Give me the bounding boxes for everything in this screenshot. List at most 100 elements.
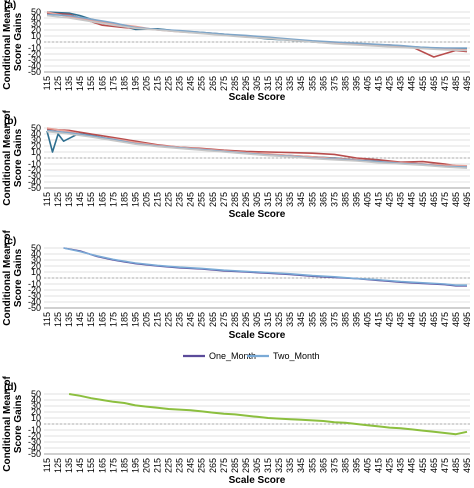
x-tick-label: 235 [175,458,185,473]
x-tick-label: 185 [119,458,129,473]
y-tick-label: 10 [31,267,41,277]
y-tick-label: 40 [31,129,41,139]
x-tick-label: 175 [108,76,118,91]
x-tick-label: 285 [230,192,240,207]
y-tick-label: 40 [31,249,41,259]
x-tick-label: 155 [86,192,96,207]
x-tick-label: 465 [429,76,439,91]
x-tick-label: 455 [418,458,428,473]
x-tick-label: 335 [285,312,295,327]
x-tick-label: 255 [197,76,207,91]
x-tick-label: 385 [340,76,350,91]
x-tick-label: 195 [130,458,140,473]
series-line-2 [46,12,468,58]
x-tick-label: 415 [374,192,384,207]
y-tick-label: -20 [28,49,41,59]
x-axis-title: Scale Score [229,330,286,341]
x-tick-label: 375 [329,192,339,207]
x-tick-label: 205 [141,76,151,91]
x-tick-label: 435 [396,192,406,207]
x-tick-label: 455 [418,312,428,327]
y-tick-label: -40 [28,297,41,307]
y-tick-label: -40 [28,177,41,187]
x-tick-label: 305 [252,192,262,207]
x-tick-label: 355 [307,192,317,207]
x-tick-label: 165 [97,458,107,473]
y-tick-label: 0 [36,419,41,429]
x-tick-label: 385 [340,192,350,207]
x-tick-label: 465 [429,312,439,327]
x-tick-label: 145 [75,76,85,91]
x-tick-label: 365 [318,458,328,473]
x-tick-label: 295 [241,76,251,91]
x-tick-label: 495 [462,458,472,473]
x-tick-label: 135 [64,192,74,207]
x-tick-label: 155 [86,76,96,91]
x-tick-label: 245 [186,312,196,327]
x-tick-label: 255 [197,192,207,207]
x-tick-label: 245 [186,458,196,473]
x-tick-label: 235 [175,312,185,327]
x-tick-label: 315 [263,458,273,473]
x-tick-label: 325 [274,312,284,327]
x-tick-label: 215 [153,312,163,327]
x-tick-label: 315 [263,76,273,91]
y-tick-label: -30 [28,291,41,301]
y-tick-label: 50 [31,7,41,17]
x-tick-label: 125 [53,312,63,327]
y-tick-label: -20 [28,285,41,295]
x-tick-label: 425 [385,312,395,327]
y-tick-label: 30 [31,255,41,265]
series-line-2 [63,247,467,287]
x-tick-label: 285 [230,312,240,327]
y-tick-label: -50 [28,449,41,459]
x-tick-label: 215 [153,76,163,91]
x-tick-label: 335 [285,76,295,91]
x-tick-label: 485 [451,192,461,207]
panel-label: (b) [4,116,17,127]
x-tick-label: 265 [208,192,218,207]
x-tick-label: 335 [285,192,295,207]
x-tick-label: 425 [385,458,395,473]
x-tick-label: 175 [108,312,118,327]
x-tick-label: 115 [42,76,52,90]
x-tick-label: 275 [219,192,229,207]
y-tick-label: 40 [31,13,41,23]
x-tick-label: 305 [252,458,262,473]
x-tick-label: 355 [307,312,317,327]
y-axis-title: Conditional Mean ofScore Gains [2,110,24,206]
y-tick-label: 10 [31,31,41,41]
x-tick-label: 175 [108,192,118,207]
x-tick-label: 345 [296,76,306,91]
x-tick-label: 315 [263,192,273,207]
x-tick-label: 255 [197,458,207,473]
x-tick-label: 115 [42,312,52,326]
y-axis-title: Conditional Mean ofScore Gains [2,230,24,326]
x-tick-label: 475 [440,458,450,473]
x-tick-label: 305 [252,312,262,327]
y-tick-label: -50 [28,183,41,193]
x-tick-label: 465 [429,458,439,473]
x-tick-label: 495 [462,76,472,91]
series-line-4 [46,13,467,49]
series-line-2 [46,128,468,169]
y-tick-label: 0 [36,37,41,47]
x-tick-label: 125 [53,458,63,473]
legend-label: Two_Month [273,351,320,361]
y-tick-label: 40 [31,395,41,405]
y-tick-label: -40 [28,61,41,71]
panel-label: (d) [4,382,17,393]
y-tick-label: -20 [28,431,41,441]
x-tick-label: 385 [340,312,350,327]
x-tick-label: 145 [75,458,85,473]
y-tick-label: 20 [31,407,41,417]
x-tick-label: 375 [329,458,339,473]
x-tick-label: 125 [53,192,63,207]
x-tick-label: 375 [329,312,339,327]
x-tick-label: 245 [186,192,196,207]
x-tick-label: 215 [153,192,163,207]
x-tick-label: 425 [385,76,395,91]
